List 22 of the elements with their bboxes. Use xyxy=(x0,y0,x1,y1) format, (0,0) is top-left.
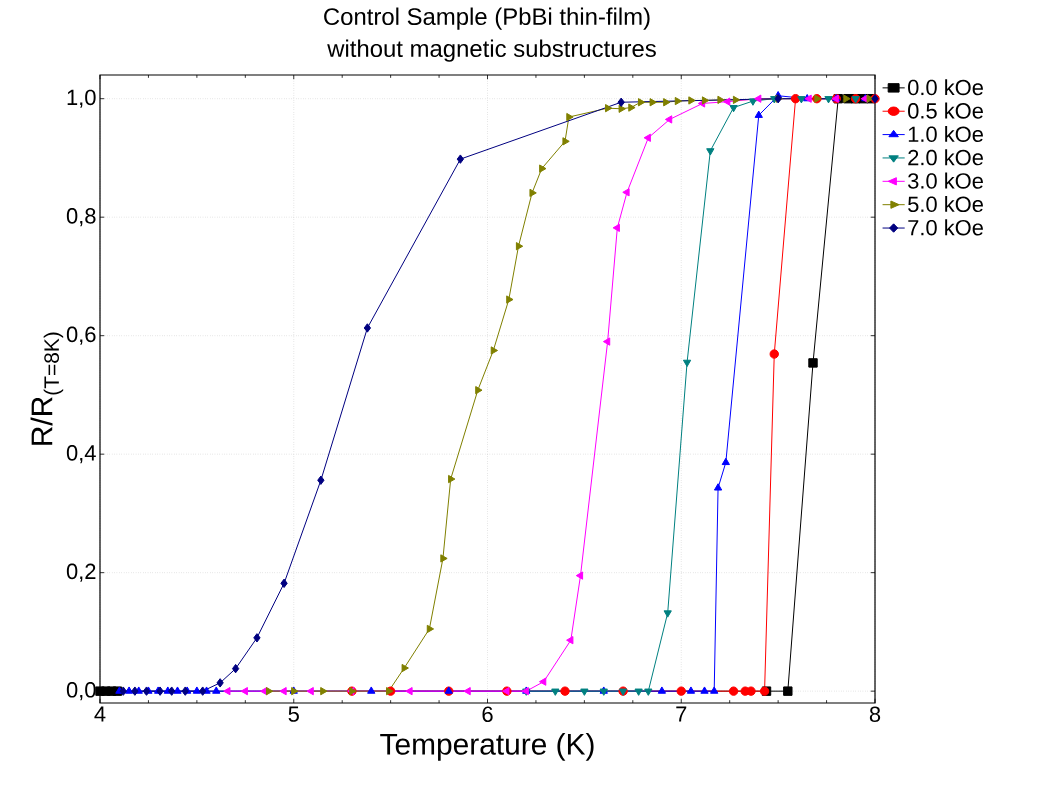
legend-label: 1.0 kOe xyxy=(908,125,983,142)
legend-label: 2.0 kOe xyxy=(908,149,983,166)
y-axis-title: R/R$_{(T=8K)}$ xyxy=(30,332,64,445)
x-axis-title: Temperature (K) xyxy=(380,732,594,761)
x-tick-label: 7 xyxy=(676,706,687,722)
x-tick-label: 4 xyxy=(94,706,106,722)
y-tick-label: 0,2 xyxy=(66,563,96,582)
legend-label: 7.0 kOe xyxy=(908,219,983,236)
x-tick-label: 6 xyxy=(482,706,493,723)
x-tick-label: 5 xyxy=(288,706,299,722)
legend-label: 5.0 kOe xyxy=(908,195,983,213)
x-tick-label: 8 xyxy=(869,706,881,723)
legend-label: 0.0 kOe xyxy=(908,79,983,96)
y-tick-label: 0,4 xyxy=(66,445,96,464)
legend-label: 3.0 kOe xyxy=(908,172,983,189)
y-tick-label: 0,0 xyxy=(66,682,96,701)
y-tick-label: 1,0 xyxy=(67,89,96,108)
legend-label: 0.5 kOe xyxy=(908,102,983,119)
y-tick-label: 0,6 xyxy=(66,326,96,345)
chart-subtitle: without magnetic substructures xyxy=(327,39,656,62)
chart-title: Control Sample (PbBi thin-film) xyxy=(324,7,650,30)
y-tick-label: 0,8 xyxy=(66,208,96,227)
